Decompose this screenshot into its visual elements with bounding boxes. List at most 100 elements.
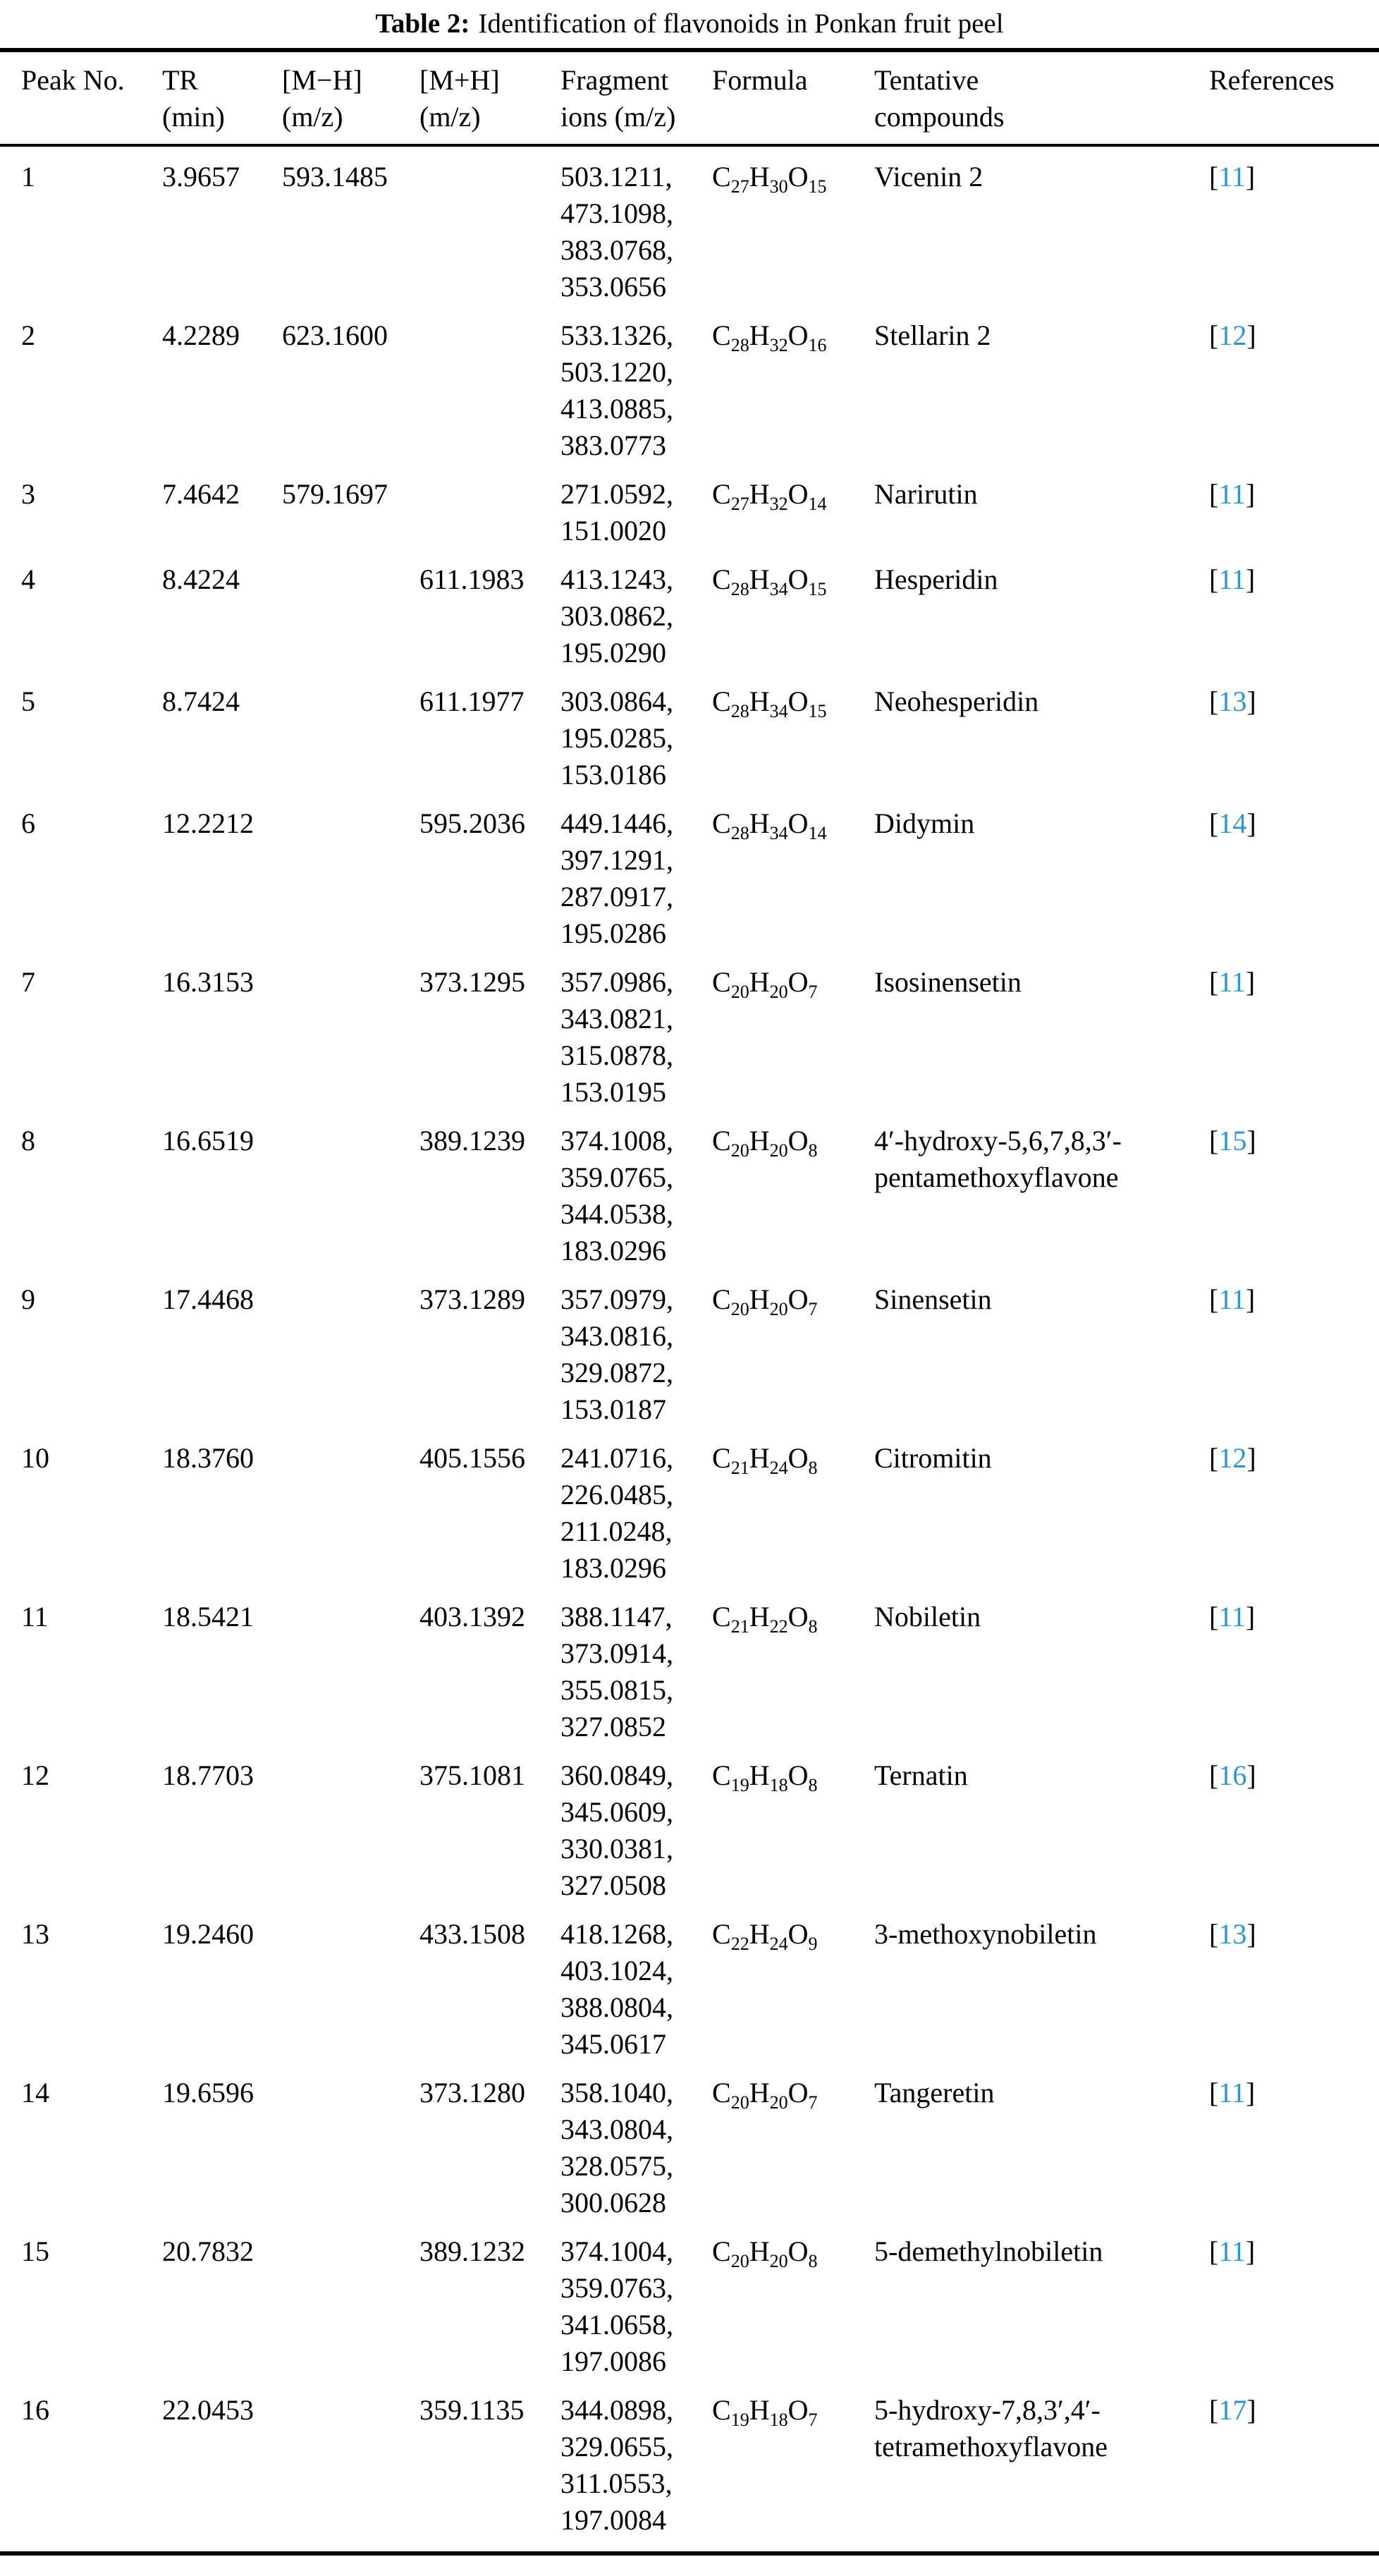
cell-tr: 22.0453	[162, 2394, 254, 2426]
cell-compound: Nobiletin	[874, 1601, 981, 1632]
citation-link[interactable]: 11	[1218, 2235, 1246, 2267]
fragment-ion-value: 418.1268,	[560, 1918, 673, 1950]
cell-peak: 8	[21, 1125, 35, 1156]
fragment-ion-value: 383.0773	[560, 429, 666, 461]
citation-link[interactable]: 15	[1218, 1125, 1247, 1156]
cell-formula: C20H20O7	[712, 966, 818, 1002]
fragment-ion-value: 344.0538,	[560, 1198, 673, 1230]
citation-link[interactable]: 11	[1218, 1601, 1246, 1632]
fragment-ion-value: 373.0914,	[560, 1637, 673, 1669]
fragment-ion-value: 403.1024,	[560, 1955, 673, 1986]
cell-peak: 15	[21, 2235, 49, 2267]
fragment-ion-value: 271.0592,	[560, 478, 673, 510]
cell-mh_neg	[282, 1111, 419, 1269]
citation-link[interactable]: 11	[1218, 478, 1246, 510]
citation-link[interactable]: 11	[1218, 1283, 1246, 1315]
fragment-ion-value: 195.0285,	[560, 722, 673, 754]
fragment-ion-value: 287.0917,	[560, 881, 673, 912]
cell-fragments: 360.0849, 345.0609, 330.0381, 327.0508	[560, 1745, 712, 1904]
cell-reference: [11]	[1209, 563, 1256, 595]
cell-mh_pos: 611.1977	[419, 685, 525, 717]
cell-formula: C19H18O7	[712, 2394, 818, 2430]
fragment-ion-value: 343.0816,	[560, 1320, 673, 1352]
fragment-ion-value: 183.0296	[560, 1235, 666, 1266]
cell-peak: 13	[21, 1918, 49, 1950]
cell-tr: 4.2289	[162, 319, 240, 351]
fragment-ion-value: 357.0986,	[560, 966, 673, 998]
citation-link[interactable]: 12	[1218, 1442, 1247, 1474]
cell-peak: 5	[21, 685, 35, 717]
fragment-ion-value: 374.1004,	[560, 2235, 673, 2267]
table-row: 1 3.9657 593.1485 503.1211, 473.1098, 383.076…	[0, 145, 1379, 305]
fragment-ion-value: 413.1243,	[560, 563, 673, 595]
fragment-ion-value: 383.0768,	[560, 234, 673, 266]
citation-link[interactable]: 11	[1218, 966, 1246, 998]
column-header-fragment-ions: Fragment ions (m/z)	[560, 50, 712, 147]
cell-mh_pos: 389.1232	[419, 2235, 525, 2267]
citation-link[interactable]: 13	[1218, 685, 1247, 717]
citation-link[interactable]: 11	[1218, 563, 1246, 595]
cell-peak: 3	[21, 478, 35, 510]
table-row: 10 18.3760 405.1556 241.0716, 226.0485, 211.0…	[0, 1428, 1379, 1587]
cell-tr: 17.4468	[162, 1283, 254, 1315]
cell-mh_pos: 373.1295	[419, 966, 525, 998]
cell-fragments: 413.1243, 303.0862, 195.0290	[560, 549, 712, 671]
fragment-ion-value: 343.0821,	[560, 1003, 673, 1034]
citation-link[interactable]: 12	[1218, 319, 1247, 351]
fragment-ion-value: 353.0656	[560, 271, 666, 303]
column-header-references: References	[1209, 50, 1379, 147]
cell-compound: Didymin	[874, 807, 975, 839]
cell-fragments: 344.0898, 329.0655, 311.0553, 197.0084	[560, 2380, 712, 2553]
cell-formula: C28H34O15	[712, 563, 827, 599]
header-label: compounds	[874, 101, 1005, 133]
cell-mh_pos: 359.1135	[419, 2394, 525, 2426]
fragment-ion-value: 303.0862,	[560, 600, 673, 632]
cell-fragments: 374.1008, 359.0765, 344.0538, 183.0296	[560, 1111, 712, 1269]
cell-mh_neg	[282, 1745, 419, 1904]
citation-link[interactable]: 14	[1218, 807, 1247, 839]
cell-mh_pos	[419, 464, 560, 549]
cell-compound: Narirutin	[874, 478, 978, 510]
table-row: 16 22.0453 359.1135 344.0898, 329.0655, 311.0…	[0, 2380, 1379, 2553]
cell-mh_pos: 611.1983	[419, 563, 525, 595]
cell-reference: [12]	[1209, 319, 1256, 351]
header-unit: ions (m/z)	[560, 101, 676, 133]
fragment-ion-value: 327.0852	[560, 1711, 666, 1742]
cell-formula: C20H20O7	[712, 2077, 818, 2113]
cell-reference: [11]	[1209, 2235, 1256, 2267]
fragment-ion-value: 153.0186	[560, 759, 666, 790]
fragment-ion-value: 358.1040,	[560, 2077, 673, 2108]
table-row: 6 12.2212 595.2036 449.1446, 397.1291, 287.09…	[0, 793, 1379, 952]
table-row: 15 20.7832 389.1232 374.1004, 359.0763, 341.0…	[0, 2221, 1379, 2380]
citation-link[interactable]: 17	[1218, 2394, 1247, 2426]
cell-compound: 5-hydroxy-7,8,3′,4′-tetramethoxyflavone	[874, 2394, 1108, 2462]
cell-mh_neg	[282, 671, 419, 793]
cell-reference: [17]	[1209, 2394, 1256, 2426]
fragment-ion-value: 345.0609,	[560, 1796, 673, 1828]
cell-tr: 16.6519	[162, 1125, 254, 1156]
cell-peak: 7	[21, 966, 35, 998]
cell-reference: [11]	[1209, 478, 1256, 510]
citation-link[interactable]: 11	[1218, 2077, 1246, 2108]
cell-formula: C28H34O15	[712, 685, 827, 721]
fragment-ion-value: 300.0628	[560, 2187, 666, 2218]
cell-formula: C28H34O14	[712, 807, 827, 843]
table-header-row: Peak No. TR (min) [M−H] (m/z) [M+H] (m/z…	[0, 50, 1379, 147]
cell-compound: Tangeretin	[874, 2077, 995, 2108]
cell-compound: Vicenin 2	[874, 161, 983, 193]
fragment-ion-value: 151.0020	[560, 515, 666, 547]
cell-mh_pos: 403.1392	[419, 1601, 525, 1632]
header-label: [M−H]	[282, 64, 362, 96]
cell-reference: [14]	[1209, 807, 1256, 839]
cell-fragments: 374.1004, 359.0763, 341.0658, 197.0086	[560, 2221, 712, 2380]
citation-link[interactable]: 11	[1218, 161, 1246, 193]
cell-compound: Citromitin	[874, 1442, 992, 1474]
fragment-ion-value: 329.0872,	[560, 1357, 673, 1388]
citation-link[interactable]: 13	[1218, 1918, 1247, 1950]
cell-tr: 18.5421	[162, 1601, 254, 1632]
cell-reference: [16]	[1209, 1759, 1256, 1791]
fragment-ion-value: 355.0815,	[560, 1674, 673, 1706]
header-unit: (m/z)	[282, 101, 343, 133]
fragment-ion-value: 359.0765,	[560, 1161, 673, 1193]
citation-link[interactable]: 16	[1218, 1759, 1247, 1791]
